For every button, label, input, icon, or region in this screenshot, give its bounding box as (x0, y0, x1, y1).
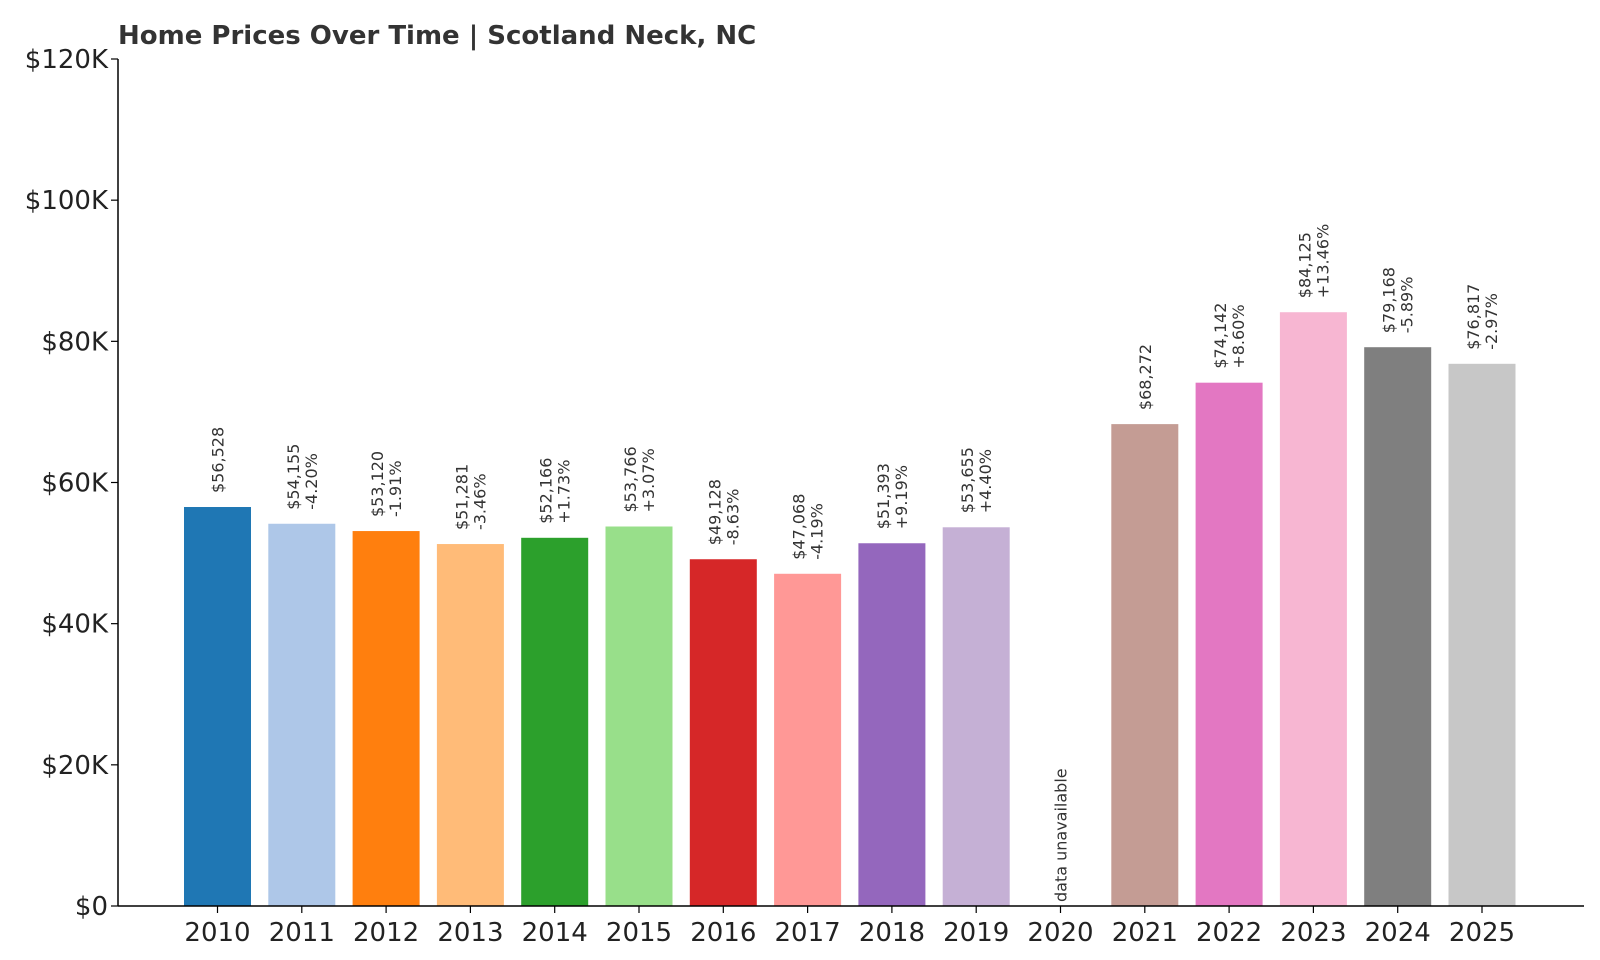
bar (1195, 382, 1263, 907)
bar (184, 507, 251, 906)
y-tick-label: $80K (41, 327, 109, 357)
change-label: -4.20% (302, 453, 321, 510)
chart-title: Home Prices Over Time | Scotland Neck, N… (118, 21, 756, 51)
change-label: +13.46% (1313, 224, 1332, 298)
data-label: $53,120 -1.91% (368, 451, 405, 517)
change-label: -8.63% (723, 489, 742, 546)
value-label: $56,528 (209, 427, 228, 493)
x-tick-label: 2017 (775, 918, 841, 948)
y-axis: $0 $20K $40K $60K $80K $100K $120K (25, 45, 119, 922)
change-label: +9.19% (892, 465, 911, 529)
bar (521, 537, 589, 906)
change-label: +3.07% (639, 448, 658, 512)
change-label: +1.73% (555, 460, 574, 524)
x-tick-label: 2014 (522, 918, 588, 948)
change-label: +8.60% (1229, 304, 1248, 368)
x-axis: 2010 2011 2012 2013 2014 2015 2016 2017 2018 2019… (118, 905, 1584, 948)
x-tick-label: 2021 (1112, 918, 1178, 948)
bars: $56,528 $54,155 -4.20% $53,120 -1.91% $51,281… (184, 224, 1516, 907)
data-label: $52,166 +1.73% (537, 458, 574, 524)
bar (858, 543, 926, 906)
data-label: $53,766 +3.07% (621, 446, 658, 512)
value-label: $68,272 (1136, 344, 1155, 410)
value-label: $79,168 (1380, 267, 1399, 333)
y-tick-label: $20K (41, 751, 109, 781)
change-label: -5.89% (1398, 277, 1417, 334)
data-label: $79,168 -5.89% (1380, 267, 1417, 333)
y-tick-label: $120K (25, 45, 109, 75)
data-label: $51,393 +9.19% (874, 463, 911, 529)
value-label: $51,393 (874, 463, 893, 529)
data-label: $54,155 -4.20% (284, 444, 321, 510)
x-tick-label: 2025 (1449, 918, 1515, 948)
missing-data-label: data unavailable (1052, 768, 1071, 902)
x-tick-label: 2011 (269, 918, 335, 948)
x-tick-label: 2016 (690, 918, 756, 948)
bar (1279, 312, 1347, 906)
data-label: $68,272 (1136, 344, 1155, 410)
change-label: -3.46% (470, 473, 489, 530)
bar (268, 523, 336, 906)
value-label: $74,142 (1211, 303, 1230, 369)
bar (1111, 424, 1179, 906)
x-tick-label: 2015 (606, 918, 672, 948)
x-tick-label: 2022 (1196, 918, 1262, 948)
value-label: $51,281 (452, 464, 471, 530)
value-label: $53,120 (368, 451, 387, 517)
x-tick-label: 2019 (943, 918, 1009, 948)
x-tick-label: 2024 (1365, 918, 1431, 948)
data-label: $53,655 +4.40% (958, 447, 995, 513)
value-label: $52,166 (537, 458, 556, 524)
x-tick-label: 2020 (1027, 918, 1093, 948)
value-label: $53,655 (958, 447, 977, 513)
bar (942, 527, 1010, 906)
bar (689, 559, 757, 906)
y-tick-label: $40K (41, 610, 109, 640)
data-label: $74,142 +8.60% (1211, 303, 1248, 369)
y-tick-label: $0 (75, 892, 108, 922)
bar (436, 544, 504, 906)
value-label: $53,766 (621, 446, 640, 512)
data-label: $47,068 -4.19% (790, 494, 827, 560)
data-label: $84,125 +13.46% (1295, 224, 1332, 298)
x-tick-label: 2018 (859, 918, 925, 948)
change-label: +4.40% (976, 449, 995, 513)
bar (1448, 363, 1516, 906)
bar (1364, 347, 1432, 906)
x-tick-label: 2012 (353, 918, 419, 948)
value-label: $54,155 (284, 444, 303, 510)
bar (352, 531, 420, 906)
value-label: $47,068 (790, 494, 809, 560)
change-label: -4.19% (808, 503, 827, 560)
change-label: -2.97% (1482, 293, 1501, 350)
data-label: $76,817 -2.97% (1464, 284, 1501, 350)
x-tick-label: 2023 (1280, 918, 1346, 948)
y-tick-label: $100K (25, 186, 109, 216)
data-label: $51,281 -3.46% (452, 464, 489, 530)
value-label: data unavailable (1052, 768, 1071, 902)
x-tick-label: 2010 (184, 918, 250, 948)
bar (774, 573, 842, 906)
y-tick-label: $60K (41, 469, 109, 499)
data-label: $49,128 -8.63% (705, 479, 742, 545)
x-tick-label: 2013 (437, 918, 503, 948)
value-label: $84,125 (1295, 232, 1314, 298)
change-label: -1.91% (386, 460, 405, 517)
data-label: $56,528 (209, 427, 228, 493)
value-label: $76,817 (1464, 284, 1483, 350)
bar (605, 526, 673, 906)
value-label: $49,128 (705, 479, 724, 545)
